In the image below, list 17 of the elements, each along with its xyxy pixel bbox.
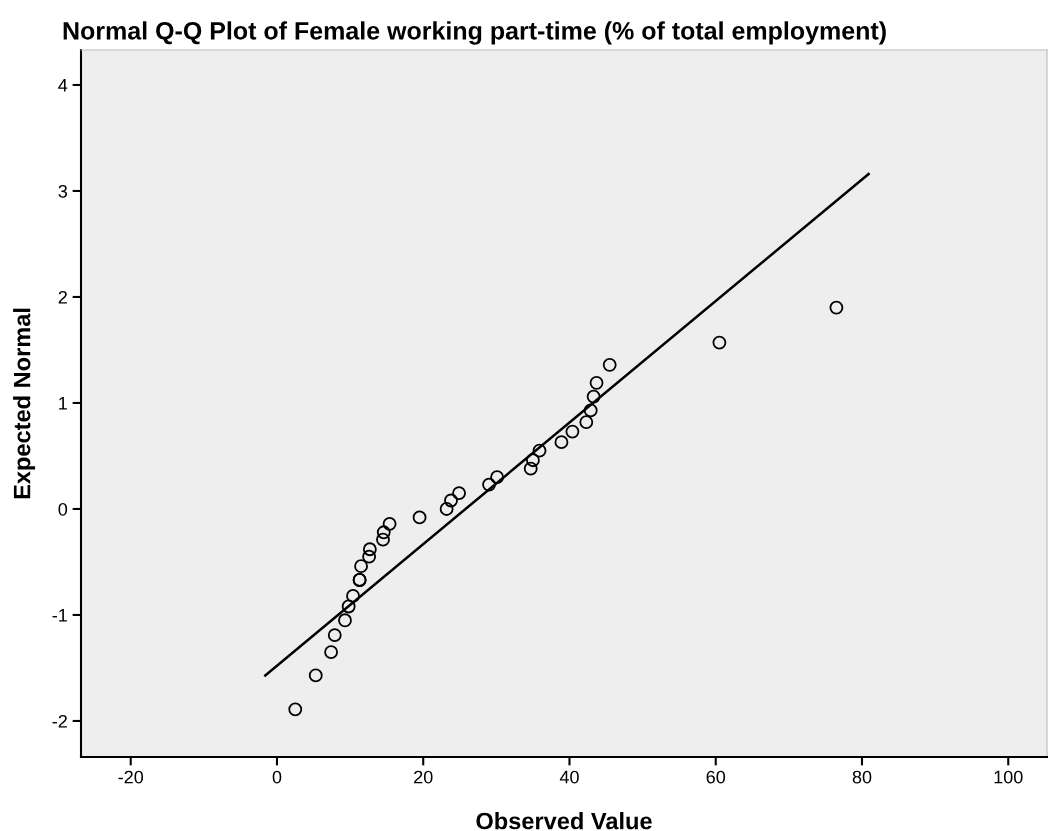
x-tick-label: 0 (272, 770, 282, 784)
y-tick-label: 4 (58, 79, 68, 92)
x-tick-label: 80 (852, 770, 872, 784)
x-tick-label: 100 (994, 770, 1023, 784)
x-tick-label: 40 (559, 770, 579, 784)
chart-title: Normal Q-Q Plot of Female working part-time (% of total employment) (63, 21, 886, 45)
y-tick-label: 0 (58, 502, 68, 516)
y-tick-label: -2 (52, 714, 67, 728)
x-tick-label: 60 (706, 770, 726, 784)
y-tick-label: 1 (59, 397, 67, 410)
y-tick-label: 3 (58, 184, 68, 198)
y-tick-label: 2 (58, 290, 67, 304)
x-axis-title: Observed Value (476, 812, 652, 830)
y-axis-title: Expected Normal (13, 308, 36, 499)
y-tick-label: -1 (52, 609, 67, 622)
x-tick-label: -20 (118, 770, 144, 784)
x-tick-label: 20 (414, 770, 433, 784)
